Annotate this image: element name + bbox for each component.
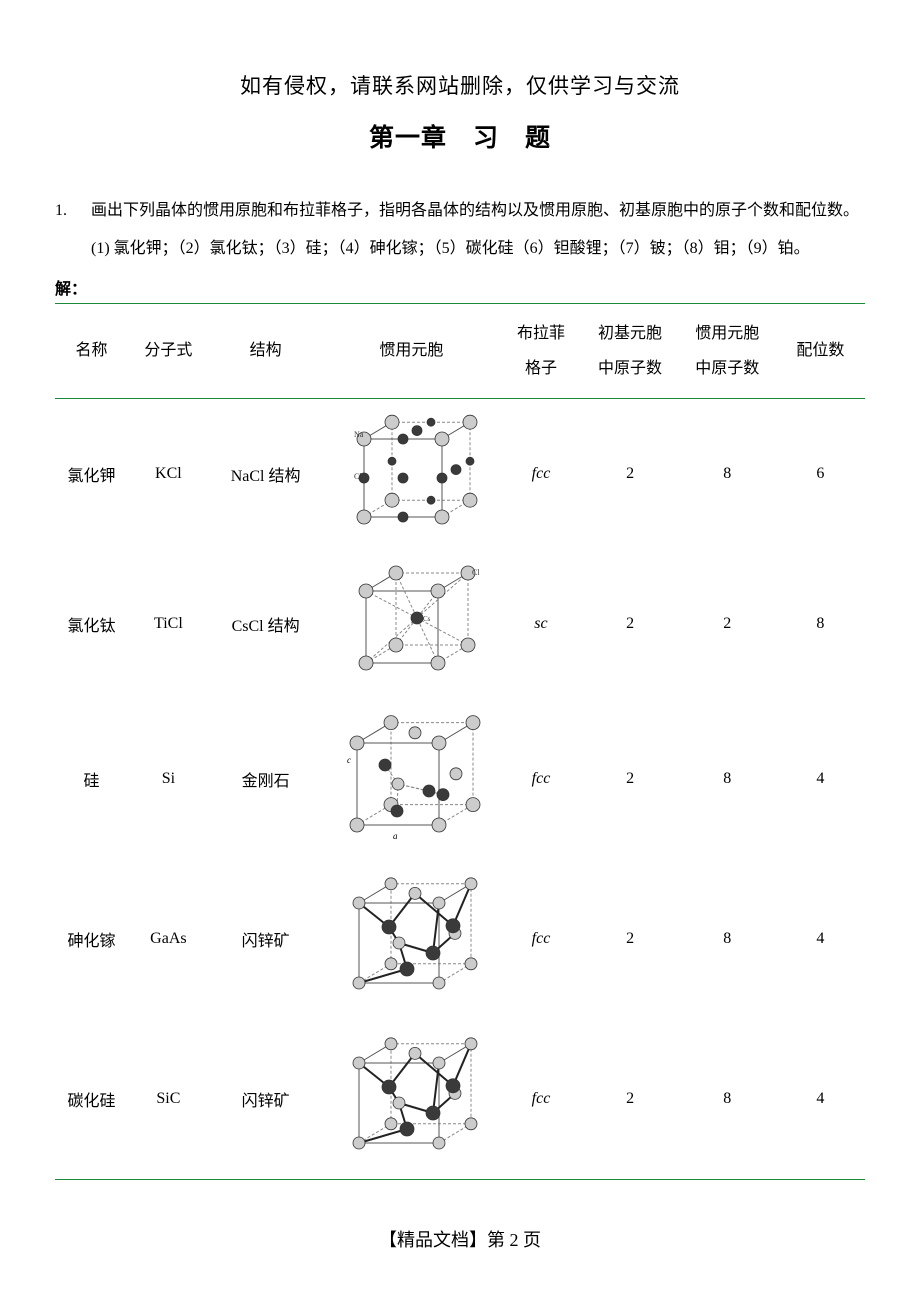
th-bravais-l1: 布拉菲 bbox=[517, 325, 565, 342]
cell-struct: 闪锌矿 bbox=[209, 1019, 322, 1180]
th-coord: 配位数 bbox=[776, 303, 865, 398]
cell-diagram bbox=[322, 1019, 500, 1180]
cell-conv-atoms: 8 bbox=[679, 1019, 776, 1180]
cell-name: 氯化钛 bbox=[55, 549, 128, 699]
cell-primitive-atoms: 2 bbox=[581, 399, 678, 550]
cell-diagram: Cl Cs bbox=[322, 549, 500, 699]
table-header-row: 名称 分子式 结构 惯用元胞 布拉菲格子 初基元胞中原子数 惯用元胞中原子数 配… bbox=[55, 303, 865, 398]
cell-conv-atoms: 2 bbox=[679, 549, 776, 699]
cell-coord: 4 bbox=[776, 859, 865, 1019]
chapter-title: 第一章习题 bbox=[55, 118, 865, 154]
th-primitive: 初基元胞中原子数 bbox=[581, 303, 678, 398]
table-row: 砷化镓 GaAs 闪锌矿 fcc 2 8 4 bbox=[55, 859, 865, 1019]
cell-coord: 8 bbox=[776, 549, 865, 699]
cell-name: 砷化镓 bbox=[55, 859, 128, 1019]
table-row: 氯化钾 KCl NaCl 结构 Na Cl fcc 2 8 6 bbox=[55, 399, 865, 550]
cell-formula: GaAs bbox=[128, 859, 209, 1019]
svg-text:c: c bbox=[347, 755, 351, 765]
svg-text:Cl: Cl bbox=[472, 568, 480, 577]
th-conv-l2: 中原子数 bbox=[695, 360, 759, 377]
cell-primitive-atoms: 2 bbox=[581, 1019, 678, 1180]
page-footer: 【精品文档】第 2 页 bbox=[0, 1226, 920, 1252]
crystal-table: 名称 分子式 结构 惯用元胞 布拉菲格子 初基元胞中原子数 惯用元胞中原子数 配… bbox=[55, 303, 865, 1180]
chapter-title-part-c: 题 bbox=[525, 125, 551, 152]
cell-conv-atoms: 8 bbox=[679, 399, 776, 550]
cell-primitive-atoms: 2 bbox=[581, 859, 678, 1019]
cell-bravais: fcc bbox=[500, 399, 581, 550]
question-line1: 画出下列晶体的惯用原胞和布拉菲格子，指明各晶体的结构以及惯用原胞、初基原胞中的原… bbox=[91, 192, 865, 230]
svg-text:Na: Na bbox=[354, 430, 364, 439]
table-row: 碳化硅 SiC 闪锌矿 fcc 2 8 4 bbox=[55, 1019, 865, 1180]
chapter-title-part-a: 第一章 bbox=[369, 125, 447, 152]
table-row: 硅 Si 金刚石 ac fcc 2 8 4 bbox=[55, 699, 865, 859]
cell-bravais: sc bbox=[500, 549, 581, 699]
cell-primitive-atoms: 2 bbox=[581, 549, 678, 699]
th-conventional-atoms: 惯用元胞中原子数 bbox=[679, 303, 776, 398]
cell-diagram: Na Cl bbox=[322, 399, 500, 550]
disclaimer-text: 如有侵权，请联系网站删除，仅供学习与交流 bbox=[55, 70, 865, 100]
th-bravais-l2: 格子 bbox=[525, 360, 557, 377]
svg-text:Cs: Cs bbox=[423, 615, 431, 623]
cell-conv-atoms: 8 bbox=[679, 859, 776, 1019]
th-struct: 结构 bbox=[209, 303, 322, 398]
th-bravais: 布拉菲格子 bbox=[500, 303, 581, 398]
question-line2: (1) 氯化钾；（2）氯化钛；（3）硅；（4）砷化镓；（5）碳化硅（6）钽酸锂；… bbox=[91, 230, 865, 268]
cell-struct: NaCl 结构 bbox=[209, 399, 322, 550]
cell-name: 硅 bbox=[55, 699, 128, 859]
cell-struct: 闪锌矿 bbox=[209, 859, 322, 1019]
cell-bravais: fcc bbox=[500, 699, 581, 859]
cell-bravais: fcc bbox=[500, 1019, 581, 1180]
question-body: 画出下列晶体的惯用原胞和布拉菲格子，指明各晶体的结构以及惯用原胞、初基原胞中的原… bbox=[91, 192, 865, 269]
cell-diagram bbox=[322, 859, 500, 1019]
th-name: 名称 bbox=[55, 303, 128, 398]
cell-coord: 4 bbox=[776, 1019, 865, 1180]
svg-text:a: a bbox=[393, 831, 398, 841]
table-body: 氯化钾 KCl NaCl 结构 Na Cl fcc 2 8 6 氯化钛 TiCl … bbox=[55, 399, 865, 1180]
cell-formula: KCl bbox=[128, 399, 209, 550]
cell-primitive-atoms: 2 bbox=[581, 699, 678, 859]
svg-text:Cl: Cl bbox=[354, 472, 362, 481]
cell-diagram: ac bbox=[322, 699, 500, 859]
question-number: 1. bbox=[55, 192, 91, 269]
cell-bravais: fcc bbox=[500, 859, 581, 1019]
cell-struct: 金刚石 bbox=[209, 699, 322, 859]
table-row: 氯化钛 TiCl CsCl 结构 Cl Cs sc 2 2 8 bbox=[55, 549, 865, 699]
answer-label: 解： bbox=[55, 275, 865, 299]
cell-struct: CsCl 结构 bbox=[209, 549, 322, 699]
th-prim-l1: 初基元胞 bbox=[598, 325, 662, 342]
cell-coord: 4 bbox=[776, 699, 865, 859]
cell-name: 碳化硅 bbox=[55, 1019, 128, 1180]
question-block: 1. 画出下列晶体的惯用原胞和布拉菲格子，指明各晶体的结构以及惯用原胞、初基原胞… bbox=[55, 192, 865, 269]
cell-formula: TiCl bbox=[128, 549, 209, 699]
cell-name: 氯化钾 bbox=[55, 399, 128, 550]
cell-formula: SiC bbox=[128, 1019, 209, 1180]
cell-coord: 6 bbox=[776, 399, 865, 550]
th-prim-l2: 中原子数 bbox=[598, 360, 662, 377]
chapter-title-part-b: 习 bbox=[473, 125, 499, 152]
th-conv-l1: 惯用元胞 bbox=[695, 325, 759, 342]
th-conv: 惯用元胞 bbox=[322, 303, 500, 398]
cell-formula: Si bbox=[128, 699, 209, 859]
cell-conv-atoms: 8 bbox=[679, 699, 776, 859]
th-formula: 分子式 bbox=[128, 303, 209, 398]
